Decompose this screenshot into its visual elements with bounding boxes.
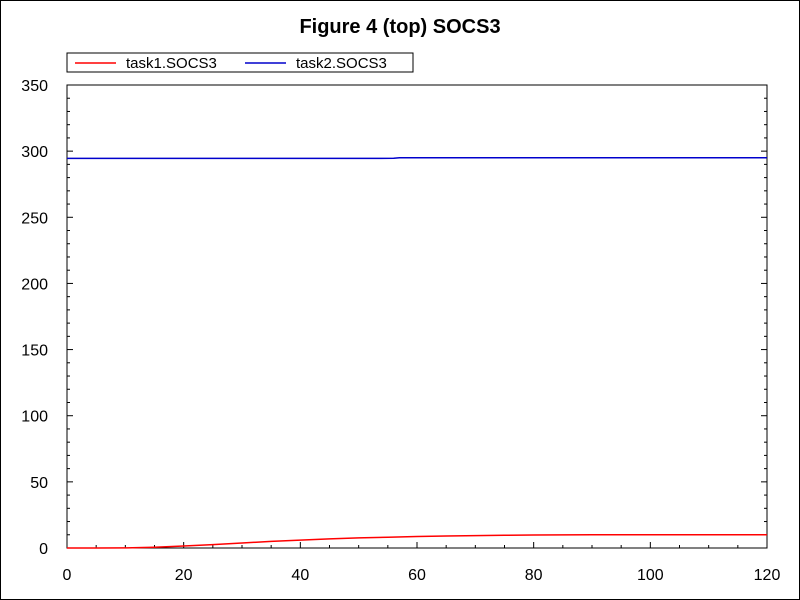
y-tick-label: 50 <box>30 475 48 492</box>
y-tick-label: 100 <box>21 409 48 426</box>
x-tick-label: 20 <box>175 567 193 584</box>
x-tick-label: 80 <box>525 567 543 584</box>
plot-area <box>66 84 768 549</box>
legend-label-series-2: task2.SOCS3 <box>296 55 387 72</box>
x-tick-label: 40 <box>291 567 309 584</box>
y-tick-label: 150 <box>21 343 48 360</box>
x-tick-label: 0 <box>63 567 72 584</box>
series-layer <box>67 157 767 549</box>
y-axis: 0 50 100 150 200 250 300 350 <box>21 78 767 558</box>
series-line-1 <box>67 534 767 549</box>
y-tick-label: 200 <box>21 276 48 293</box>
series-line-2 <box>67 157 767 160</box>
chart-title: Figure 4 (top) SOCS3 <box>299 16 500 38</box>
legend-label-series-1: task1.SOCS3 <box>126 55 217 72</box>
y-tick-label: 250 <box>21 210 48 227</box>
x-tick-label: 60 <box>408 567 426 584</box>
y-tick-label: 300 <box>21 144 48 161</box>
y-tick-label: 0 <box>39 541 48 558</box>
x-tick-label: 120 <box>754 567 781 584</box>
y-tick-label: 350 <box>21 78 48 95</box>
x-tick-label: 100 <box>637 567 664 584</box>
legend-box <box>66 52 414 73</box>
legend: task1.SOCS3 task2.SOCS3 <box>66 52 414 73</box>
